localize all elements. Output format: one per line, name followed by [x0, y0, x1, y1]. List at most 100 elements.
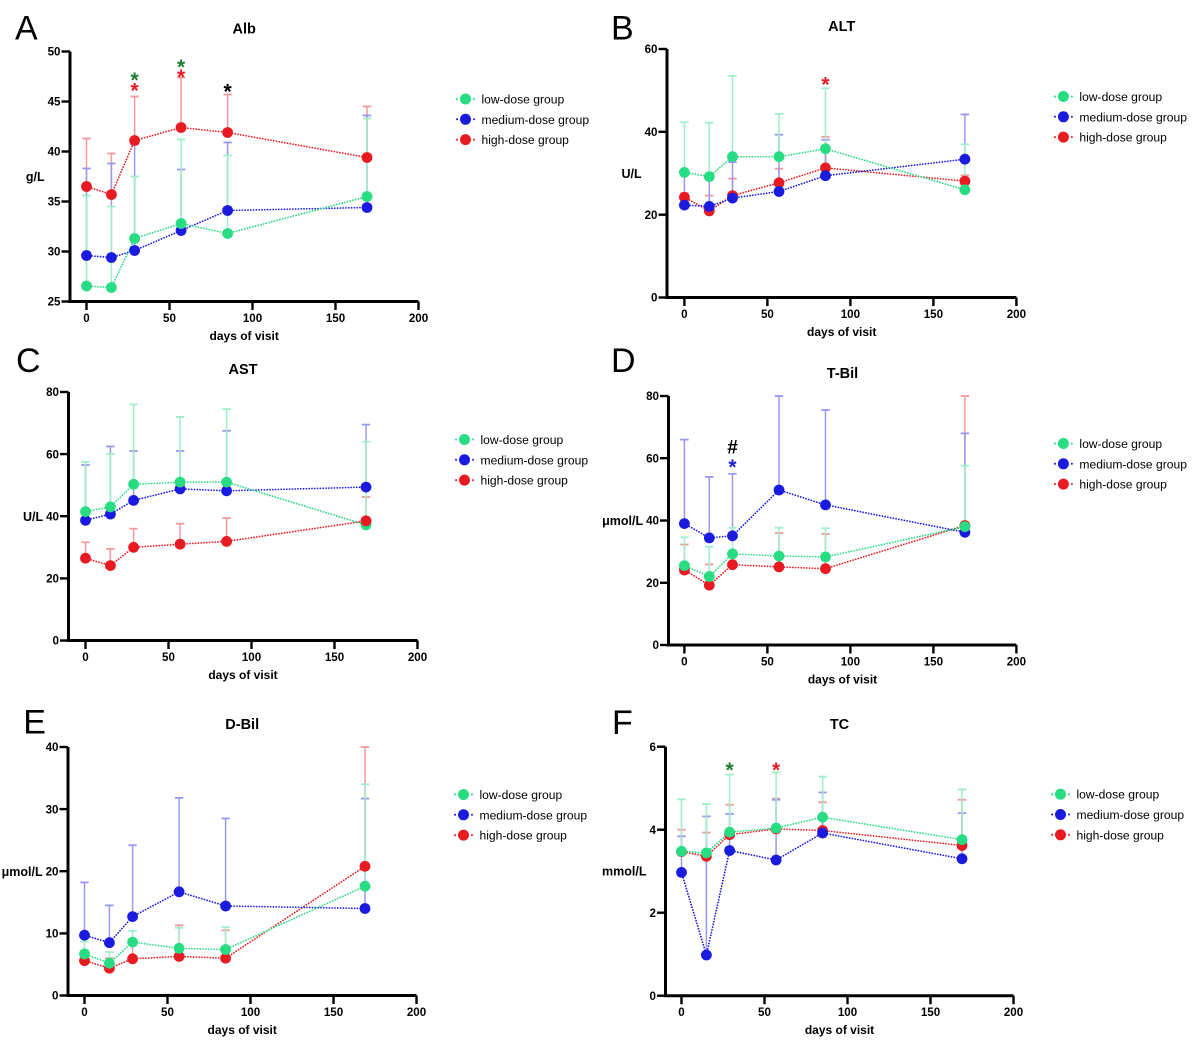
svg-text:U/L: U/L	[621, 167, 642, 181]
svg-text:50: 50	[761, 655, 774, 668]
svg-text:high-dose group: high-dose group	[1079, 131, 1167, 145]
svg-text:80: 80	[46, 386, 59, 399]
svg-text:100: 100	[242, 651, 261, 664]
svg-text:E: E	[23, 704, 46, 742]
svg-text:150: 150	[325, 651, 344, 664]
svg-text:30: 30	[46, 803, 59, 816]
svg-text:60: 60	[645, 43, 658, 56]
svg-text:200: 200	[1007, 308, 1026, 321]
svg-text:days of visit: days of visit	[805, 1023, 874, 1037]
svg-text:days of visit: days of visit	[208, 668, 277, 682]
svg-text:low-dose group: low-dose group	[1077, 788, 1160, 802]
svg-text:*: *	[177, 66, 186, 89]
svg-text:50: 50	[48, 46, 61, 59]
svg-text:days of visit: days of visit	[808, 672, 877, 686]
svg-text:200: 200	[1004, 1006, 1023, 1019]
svg-text:20: 20	[46, 866, 59, 879]
svg-text:200: 200	[1007, 655, 1026, 668]
svg-text:10: 10	[46, 928, 59, 941]
svg-text:0: 0	[650, 990, 656, 1003]
svg-text:0: 0	[678, 1006, 684, 1019]
svg-text:25: 25	[48, 296, 61, 309]
svg-text:40: 40	[46, 741, 59, 754]
svg-text:50: 50	[163, 312, 176, 325]
svg-text:mmol/L: mmol/L	[602, 865, 647, 879]
svg-text:days of visit: days of visit	[807, 325, 876, 339]
svg-text:medium-dose group: medium-dose group	[481, 453, 589, 467]
svg-text:35: 35	[48, 196, 61, 209]
svg-text:high-dose group: high-dose group	[480, 829, 568, 843]
svg-text:4: 4	[650, 824, 657, 837]
svg-text:A: A	[15, 10, 38, 48]
svg-text:C: C	[16, 342, 41, 380]
svg-text:μmol/L: μmol/L	[2, 865, 43, 879]
svg-text:40: 40	[645, 126, 658, 139]
svg-text:low-dose group: low-dose group	[1079, 90, 1162, 104]
svg-text:*: *	[728, 456, 737, 479]
svg-text:100: 100	[841, 308, 860, 321]
svg-text:low-dose group: low-dose group	[1079, 437, 1162, 451]
svg-text:2: 2	[650, 907, 656, 920]
svg-text:50: 50	[761, 308, 774, 321]
svg-text:0: 0	[651, 292, 657, 305]
svg-text:80: 80	[646, 390, 659, 403]
svg-text:ALT: ALT	[828, 19, 855, 35]
svg-text:high-dose group: high-dose group	[481, 474, 569, 488]
svg-text:40: 40	[46, 511, 59, 524]
svg-text:50: 50	[758, 1006, 771, 1019]
svg-text:days of visit: days of visit	[210, 329, 279, 343]
svg-text:100: 100	[838, 1006, 857, 1019]
svg-text:0: 0	[681, 308, 687, 321]
svg-text:150: 150	[921, 1006, 940, 1019]
svg-text:0: 0	[52, 990, 58, 1003]
svg-text:D: D	[611, 342, 636, 380]
svg-text:medium-dose group: medium-dose group	[1079, 110, 1187, 124]
svg-text:150: 150	[924, 655, 943, 668]
svg-text:*: *	[131, 69, 140, 92]
svg-text:20: 20	[46, 573, 59, 586]
svg-text:medium-dose group: medium-dose group	[1079, 457, 1187, 471]
svg-text:60: 60	[646, 452, 659, 465]
svg-text:low-dose group: low-dose group	[481, 433, 564, 447]
svg-text:20: 20	[646, 577, 659, 590]
svg-text:100: 100	[241, 1006, 260, 1019]
svg-text:medium-dose group: medium-dose group	[480, 808, 588, 822]
svg-text:μmol/L: μmol/L	[602, 514, 643, 528]
svg-text:*: *	[131, 79, 140, 102]
svg-text:0: 0	[82, 651, 88, 664]
svg-text:200: 200	[409, 312, 428, 325]
svg-text:200: 200	[407, 1006, 426, 1019]
svg-text:50: 50	[162, 651, 175, 664]
svg-text:50: 50	[161, 1006, 174, 1019]
svg-text:medium-dose group: medium-dose group	[482, 113, 590, 127]
svg-text:Alb: Alb	[233, 22, 257, 38]
svg-text:0: 0	[653, 639, 659, 652]
svg-text:0: 0	[83, 312, 89, 325]
svg-text:TC: TC	[830, 717, 850, 733]
svg-text:*: *	[726, 759, 735, 782]
svg-text:40: 40	[646, 515, 659, 528]
svg-text:30: 30	[48, 246, 61, 259]
svg-text:150: 150	[924, 308, 943, 321]
svg-text:0: 0	[681, 655, 687, 668]
svg-text:U/L: U/L	[23, 510, 44, 524]
svg-text:*: *	[224, 81, 233, 104]
svg-text:200: 200	[408, 651, 427, 664]
svg-text:low-dose group: low-dose group	[480, 788, 563, 802]
svg-text:high-dose group: high-dose group	[1077, 828, 1165, 842]
svg-text:100: 100	[841, 655, 860, 668]
svg-text:B: B	[611, 10, 634, 48]
svg-text:g/L: g/L	[26, 170, 45, 184]
svg-text:high-dose group: high-dose group	[1079, 478, 1167, 492]
svg-text:D-Bil: D-Bil	[225, 717, 259, 733]
svg-text:medium-dose group: medium-dose group	[1077, 808, 1185, 822]
svg-text:AST: AST	[229, 362, 258, 378]
svg-text:0: 0	[81, 1006, 87, 1019]
svg-text:40: 40	[48, 146, 61, 159]
svg-text:#: #	[727, 438, 738, 459]
svg-text:F: F	[612, 704, 633, 742]
svg-text:T-Bil: T-Bil	[827, 366, 858, 382]
svg-text:high-dose group: high-dose group	[482, 133, 570, 147]
svg-text:days of visit: days of visit	[208, 1023, 277, 1037]
svg-text:150: 150	[324, 1006, 343, 1019]
